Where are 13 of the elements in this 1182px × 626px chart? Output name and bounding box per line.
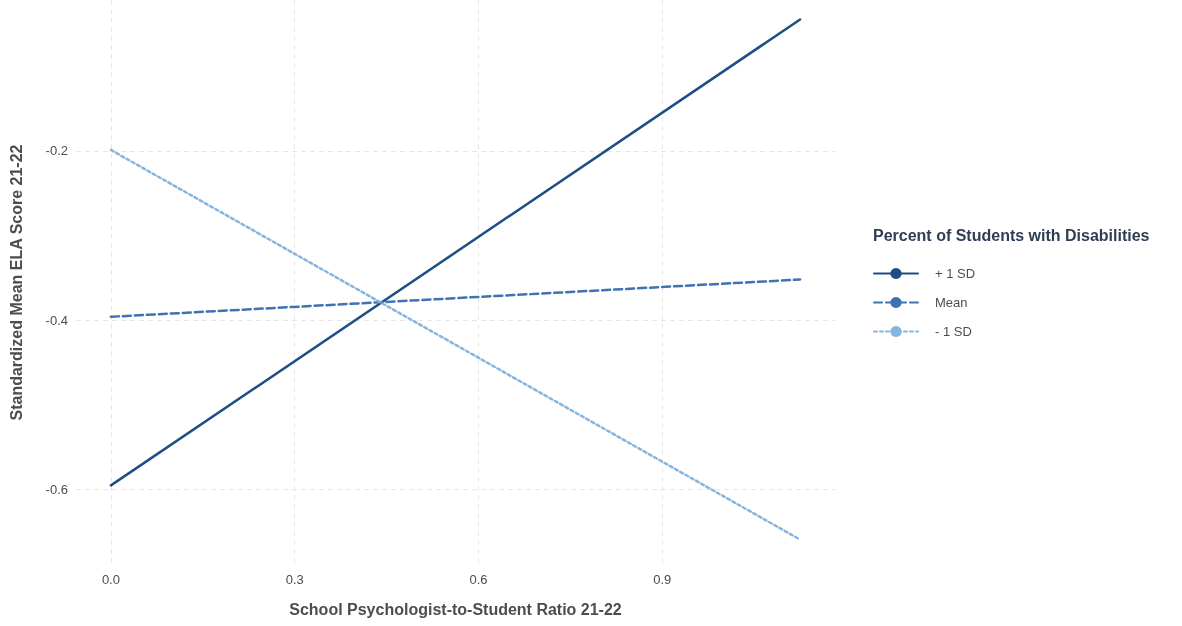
x-tick-label: 0.9 <box>653 572 672 587</box>
legend-title: Percent of Students with Disabilities <box>873 226 1150 244</box>
y-tick-label: -0.6 <box>45 482 68 498</box>
legend-label: Mean <box>935 295 968 310</box>
legend-label: - 1 SD <box>935 324 972 339</box>
y-axis-title: Standardized Mean ELA Score 21-22 <box>7 144 25 421</box>
legend-label: + 1 SD <box>935 266 976 281</box>
x-tick-label: 0.3 <box>285 572 304 587</box>
x-tick-label: 0.6 <box>469 572 488 587</box>
x-tick-label: 0.0 <box>101 572 120 587</box>
x-axis-title: School Psychologist-to-Student Ratio 21-22 <box>289 600 622 618</box>
y-tick-label: -0.2 <box>45 143 68 159</box>
y-tick-label: -0.4 <box>45 312 68 328</box>
